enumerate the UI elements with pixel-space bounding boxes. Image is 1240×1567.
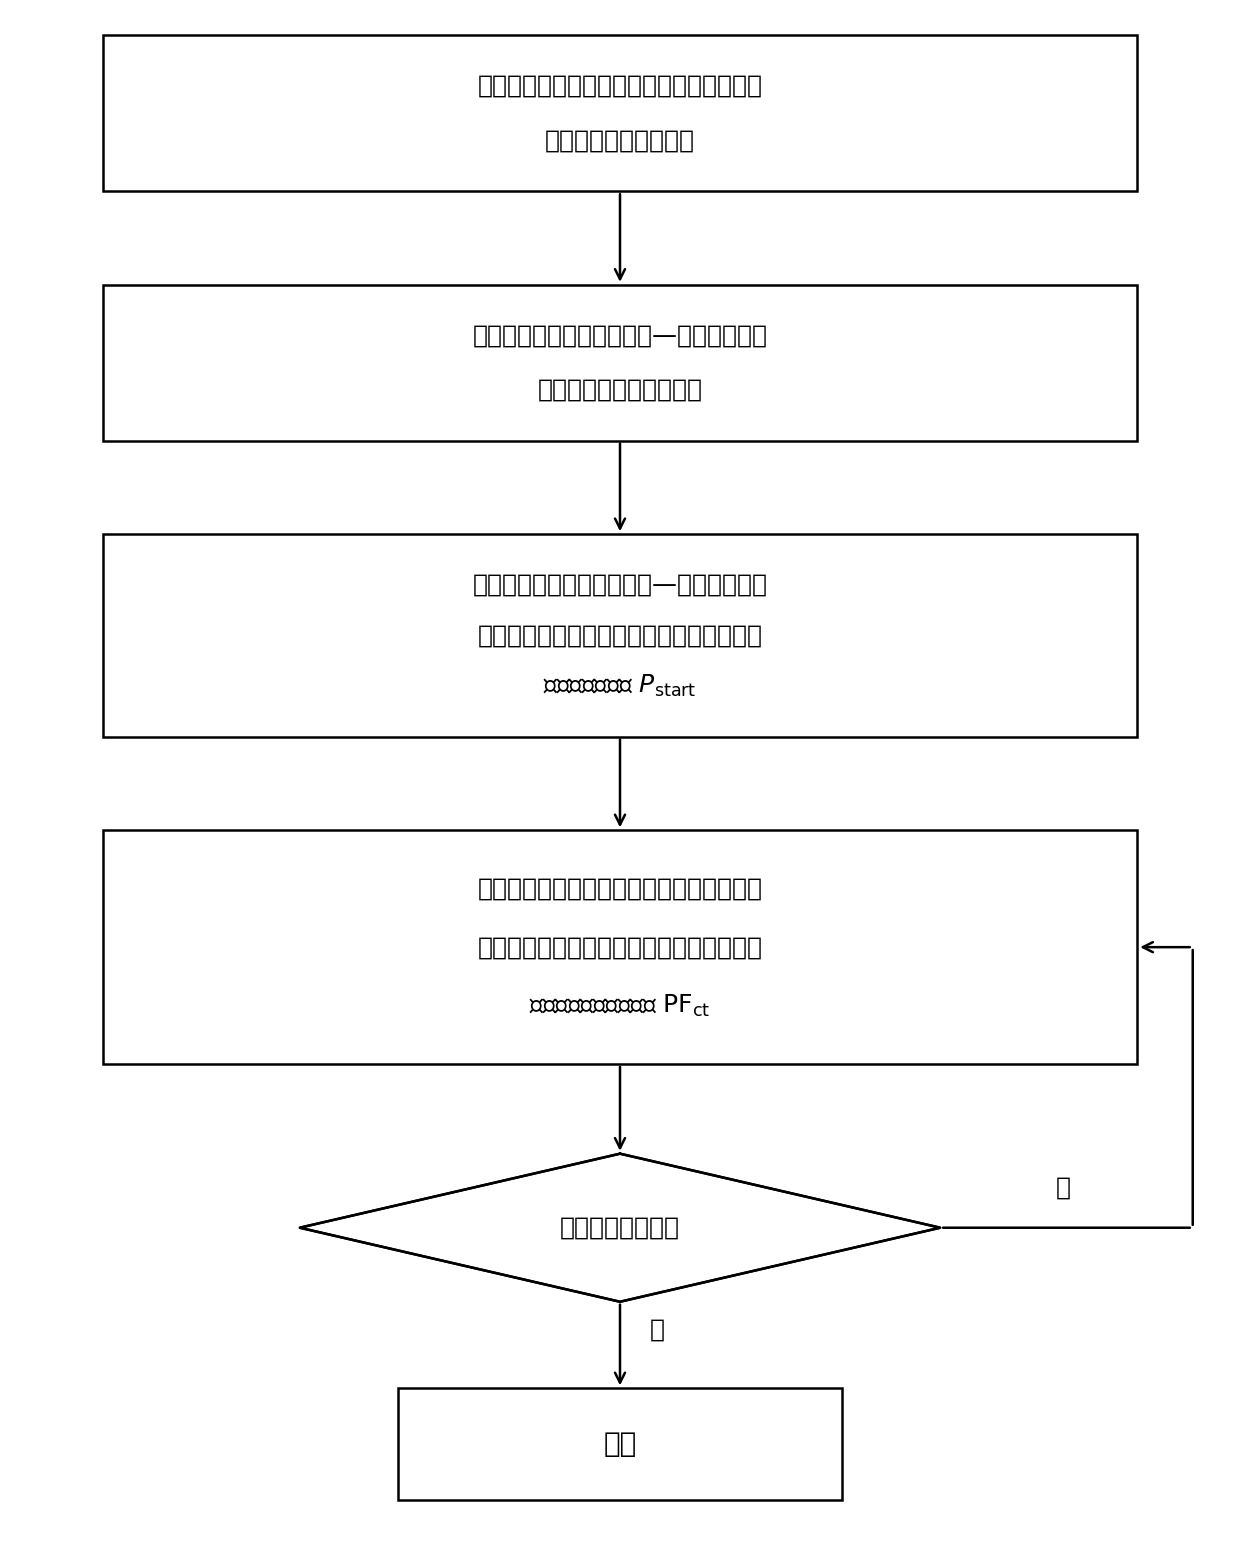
Text: 逆变器功率因数控制值 $\mathrm{PF}_{\mathrm{ct}}$: 逆变器功率因数控制值 $\mathrm{PF}_{\mathrm{ct}}$ bbox=[529, 992, 711, 1019]
Polygon shape bbox=[300, 1153, 940, 1302]
Text: 顶光伏出力曲线等信息: 顶光伏出力曲线等信息 bbox=[546, 128, 694, 152]
Text: 是: 是 bbox=[650, 1318, 665, 1341]
Text: 电压在合理范围内: 电压在合理范围内 bbox=[560, 1216, 680, 1239]
FancyBboxPatch shape bbox=[103, 285, 1137, 440]
FancyBboxPatch shape bbox=[398, 1388, 842, 1501]
Text: 结束: 结束 bbox=[604, 1431, 636, 1459]
Text: 低压配电网拓扑结构及线路参数，负载和屋: 低压配电网拓扑结构及线路参数，负载和屋 bbox=[477, 74, 763, 99]
Text: 以所有控制节点处的光伏系统输出无功功率: 以所有控制节点处的光伏系统输出无功功率 bbox=[477, 876, 763, 901]
Text: 阵，据此确定优先控制点: 阵，据此确定优先控制点 bbox=[537, 378, 703, 403]
Text: 确定优先控制点的功率因数—有功输出控制: 确定优先控制点的功率因数—有功输出控制 bbox=[472, 574, 768, 597]
FancyBboxPatch shape bbox=[103, 831, 1137, 1064]
FancyBboxPatch shape bbox=[103, 534, 1137, 736]
FancyBboxPatch shape bbox=[103, 36, 1137, 191]
Text: 模式中每一个优先控制点屋顶光伏逆变器的: 模式中每一个优先控制点屋顶光伏逆变器的 bbox=[477, 624, 763, 647]
Text: 计算低压配电网各节点电压—无功灵敏度矩: 计算低压配电网各节点电压—无功灵敏度矩 bbox=[472, 323, 768, 348]
Text: 否: 否 bbox=[1056, 1175, 1071, 1200]
Text: 总和最少为目标，确定各控制点处屋顶光伏: 总和最少为目标，确定各控制点处屋顶光伏 bbox=[477, 935, 763, 959]
Text: 有功输出启动值 $P_{\mathrm{start}}$: 有功输出启动值 $P_{\mathrm{start}}$ bbox=[543, 672, 697, 699]
